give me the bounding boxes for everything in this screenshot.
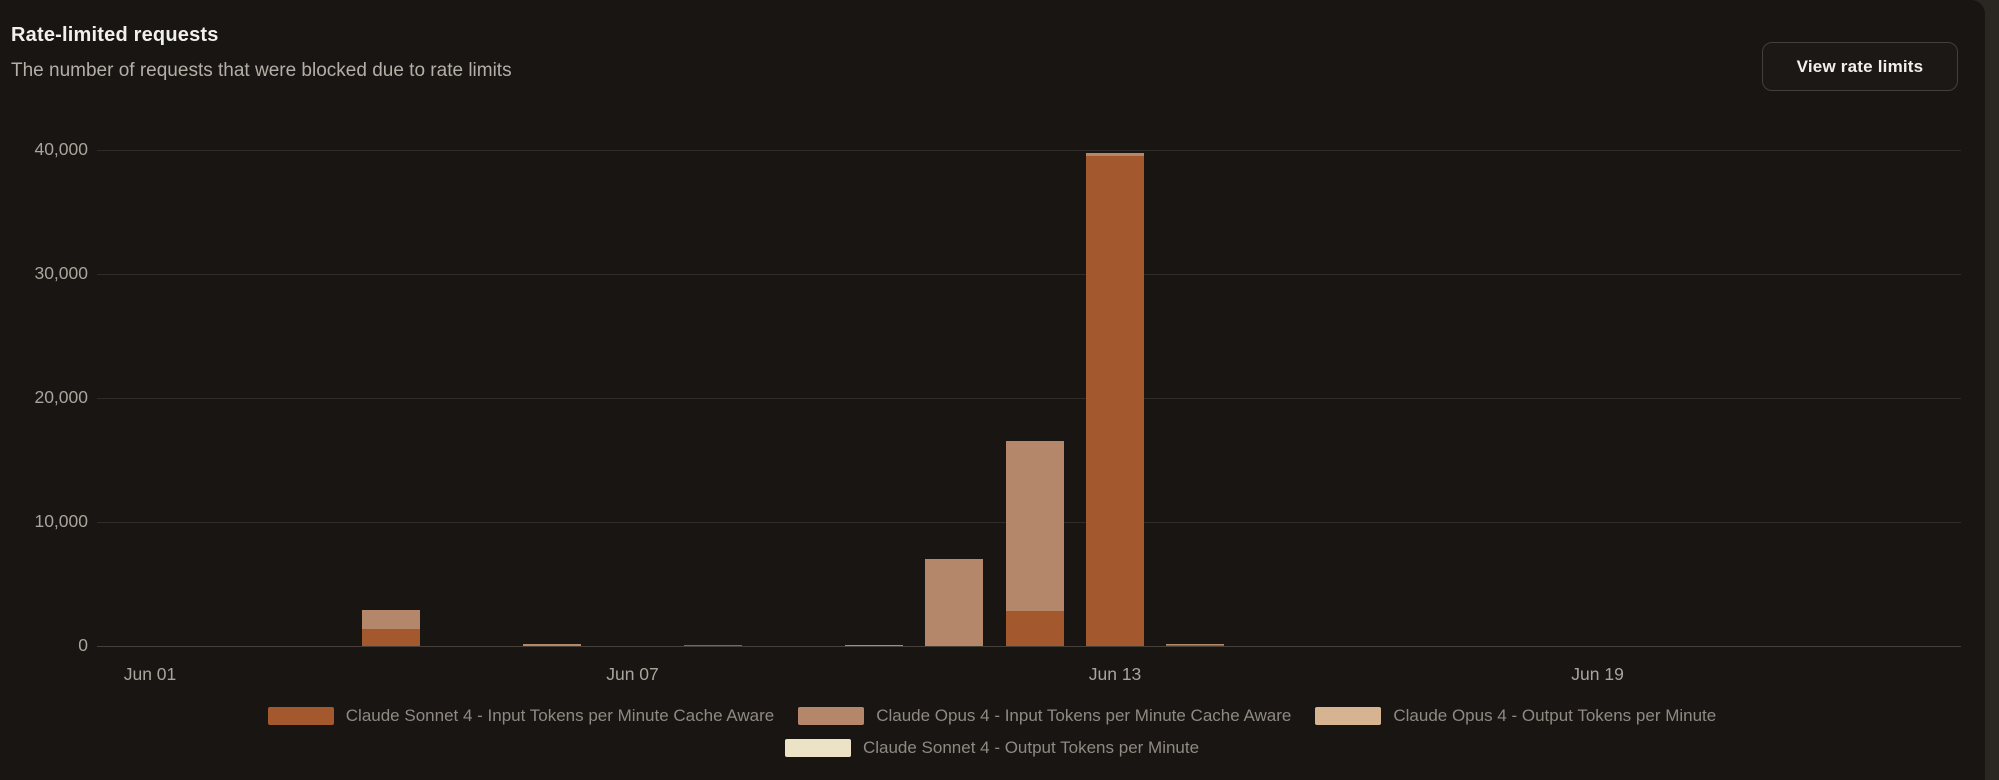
x-axis-label: Jun 01 [123, 664, 177, 684]
page-title: Rate-limited requests [11, 24, 219, 46]
legend-label: Claude Sonnet 4 - Output Tokens per Minu… [862, 738, 1200, 757]
x-axis-label: Jun 13 [1088, 664, 1142, 684]
legend-swatch [1315, 707, 1382, 725]
bar-segment [1086, 156, 1145, 646]
bar-segment [362, 628, 421, 646]
bar-segment [1166, 644, 1225, 646]
y-axis-label: 10,000 [34, 511, 88, 531]
legend-swatch [267, 707, 334, 725]
chart-legend: Claude Sonnet 4 - Input Tokens per Minut… [92, 706, 1892, 758]
legend-item: Claude Sonnet 4 - Input Tokens per Minut… [267, 706, 775, 726]
y-axis-label: 40,000 [34, 139, 88, 159]
legend-item: Claude Sonnet 4 - Output Tokens per Minu… [784, 738, 1200, 758]
legend-label: Claude Sonnet 4 - Input Tokens per Minut… [345, 706, 775, 725]
bar-segment [683, 644, 742, 646]
view-rate-limits-button[interactable]: View rate limits [1762, 42, 1958, 91]
legend-swatch [798, 707, 865, 725]
x-axis-baseline [97, 645, 1961, 647]
bar-segment [1086, 153, 1145, 157]
legend-item: Claude Opus 4 - Input Tokens per Minute … [798, 706, 1291, 726]
y-axis-label: 0 [78, 635, 88, 655]
gridline [97, 273, 1961, 275]
y-axis-label: 20,000 [34, 387, 88, 407]
bar-segment [1005, 611, 1064, 646]
legend-label: Claude Opus 4 - Output Tokens per Minute [1393, 706, 1717, 725]
legend-swatch [784, 739, 851, 757]
bar-segment [925, 559, 984, 646]
bar-segment [1005, 441, 1064, 612]
x-axis-label: Jun 07 [606, 664, 659, 684]
x-axis-label: Jun 19 [1571, 664, 1624, 684]
bar-segment [362, 610, 421, 629]
gridline [97, 397, 1961, 399]
bar-segment [1166, 643, 1225, 645]
legend-label: Claude Opus 4 - Input Tokens per Minute … [876, 706, 1292, 725]
gridline [97, 149, 1961, 151]
y-axis-label: 30,000 [34, 263, 88, 283]
legend-item: Claude Opus 4 - Output Tokens per Minute [1315, 706, 1716, 726]
bar-segment [844, 644, 903, 646]
bar-segment [523, 644, 582, 646]
page-subtitle: The number of requests that were blocked… [11, 60, 512, 81]
